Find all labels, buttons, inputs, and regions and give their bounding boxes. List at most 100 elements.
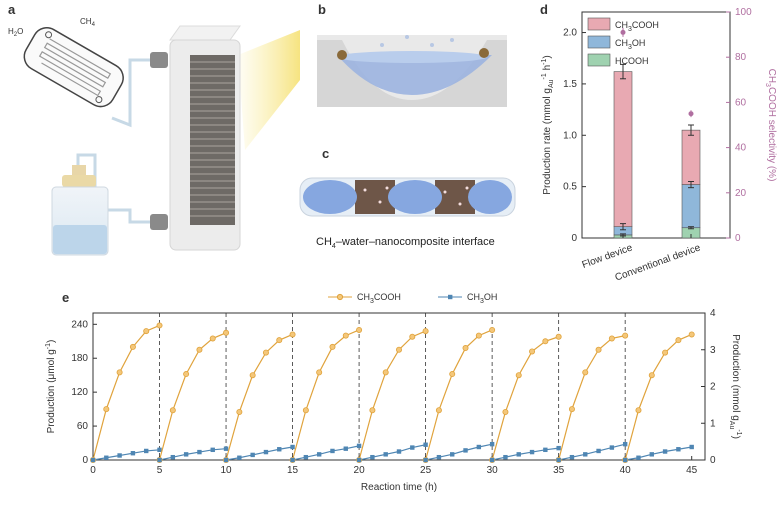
point-ch3oh — [356, 443, 362, 449]
panel-a-illustration: CH4 H2O — [8, 17, 300, 256]
point-ch3oh — [596, 448, 601, 454]
point-ch3cooh — [342, 332, 349, 339]
point-ch3cooh — [143, 328, 150, 335]
point-ch3oh — [237, 455, 242, 460]
point-ch3oh — [516, 452, 521, 457]
point-ch3cooh — [103, 406, 110, 413]
point-ch3oh — [689, 444, 694, 450]
line-ch3cooh-cycle — [425, 329, 493, 461]
point-ch3oh — [396, 449, 402, 454]
line-ch3cooh-cycle — [92, 324, 160, 461]
point-ch3oh — [450, 452, 455, 457]
point-ch3cooh — [489, 326, 496, 333]
x-category-label-d: Flow device — [581, 242, 635, 271]
plot-frame-e — [92, 312, 706, 461]
point-ch3cooh — [449, 371, 456, 378]
point-ch3oh — [410, 445, 415, 450]
point-ch3cooh — [249, 372, 256, 379]
point-ch3cooh — [622, 332, 629, 339]
legend-label-d: CH3COOH — [615, 20, 659, 33]
point-ch3oh — [503, 454, 508, 460]
point-ch3oh — [622, 457, 628, 463]
point-ch3oh — [343, 446, 348, 451]
x-tick-label-e: 20 — [354, 465, 366, 476]
point-ch3cooh — [422, 328, 429, 335]
x-tick-label-e: 10 — [220, 465, 232, 476]
point-ch3oh — [370, 454, 375, 460]
panel-label-c: c — [322, 146, 330, 161]
panel-label-b: b — [318, 2, 326, 17]
point-ch3oh — [556, 457, 561, 463]
legend-label-d: HCOOH — [615, 56, 649, 66]
y2-tick-label-d: 40 — [735, 143, 747, 154]
y2-tick-label-d: 100 — [735, 7, 752, 18]
line-ch3cooh-cycle — [558, 335, 626, 461]
bar-segment-ch3oh — [681, 184, 701, 229]
line-ch3cooh-cycle — [624, 333, 692, 461]
point-ch3cooh — [462, 345, 469, 352]
point-ch3oh — [609, 445, 615, 450]
point-ch3oh — [223, 446, 229, 451]
water-bottle-icon — [51, 165, 109, 256]
point-ch3oh — [383, 452, 388, 457]
point-ch3cooh — [529, 348, 536, 355]
point-ch3cooh — [502, 408, 509, 415]
line-ch3oh-cycle — [92, 449, 160, 461]
line-ch3oh-cycle — [625, 446, 692, 461]
point-ch3cooh — [169, 407, 176, 414]
line-ch3oh-cycle — [225, 446, 293, 461]
legend-label-ch3oh: CH3OH — [467, 292, 497, 305]
point-ch3oh — [277, 447, 282, 452]
point-ch3oh — [263, 449, 269, 455]
line-ch3oh-cycle — [425, 443, 493, 461]
line-ch3oh-cycle — [558, 443, 626, 461]
point-ch3cooh — [595, 346, 602, 353]
point-ch3cooh — [515, 372, 522, 379]
point-ch3cooh — [316, 369, 323, 376]
panel-c-illustration — [299, 177, 516, 217]
point-ch3cooh — [555, 333, 562, 340]
point-ch3oh — [330, 448, 335, 454]
legend-label-ch3cooh: CH3COOH — [357, 292, 401, 305]
point-ch3oh — [489, 457, 495, 463]
point-ch3cooh — [196, 346, 203, 353]
line-ch3cooh-cycle — [358, 330, 426, 461]
point-ch3cooh — [223, 329, 230, 336]
point-ch3oh — [649, 452, 654, 457]
light-beam — [238, 30, 300, 150]
point-ch3cooh — [116, 369, 123, 376]
point-ch3cooh — [395, 346, 402, 353]
point-ch3oh — [423, 442, 428, 447]
point-ch3oh — [303, 454, 309, 460]
y-tick-label-e: 120 — [71, 387, 88, 398]
point-ch3cooh — [262, 349, 269, 356]
x-tick-label-e: 35 — [553, 465, 565, 476]
x-tick-label-e: 15 — [287, 465, 299, 476]
point-ch3cooh — [356, 326, 363, 333]
y-tick-label-d: 2.0 — [563, 28, 577, 39]
point-ch3oh — [130, 451, 136, 456]
point-ch3oh — [636, 455, 641, 460]
point-ch3cooh — [183, 371, 190, 378]
point-ch3cooh — [608, 335, 615, 342]
point-ch3oh — [90, 457, 96, 463]
point-ch3cooh — [236, 408, 243, 415]
y-axis-label-d: Production rate (mmol gAu-1 h-1) — [541, 55, 555, 194]
point-ch3cooh — [409, 333, 416, 340]
y-tick-label-d: 1.5 — [563, 79, 577, 90]
point-ch3cooh — [156, 322, 163, 329]
y-tick-label-d: 1.0 — [563, 130, 577, 141]
point-ch3oh — [583, 452, 588, 457]
point-ch3oh — [316, 452, 322, 457]
ch4-label-a: CH4 — [80, 17, 96, 28]
point-ch3oh — [569, 454, 575, 460]
point-ch3cooh — [688, 331, 695, 338]
line-ch3cooh-cycle — [158, 332, 227, 461]
panel-label-d: d — [540, 2, 548, 17]
selectivity-point — [620, 29, 626, 35]
line-ch3cooh-cycle — [291, 329, 360, 461]
point-ch3cooh — [648, 372, 655, 379]
panel-c-caption: CH4–water–nanocomposite interface — [316, 236, 495, 251]
point-ch3oh — [543, 447, 548, 453]
point-ch3cooh — [276, 337, 283, 344]
